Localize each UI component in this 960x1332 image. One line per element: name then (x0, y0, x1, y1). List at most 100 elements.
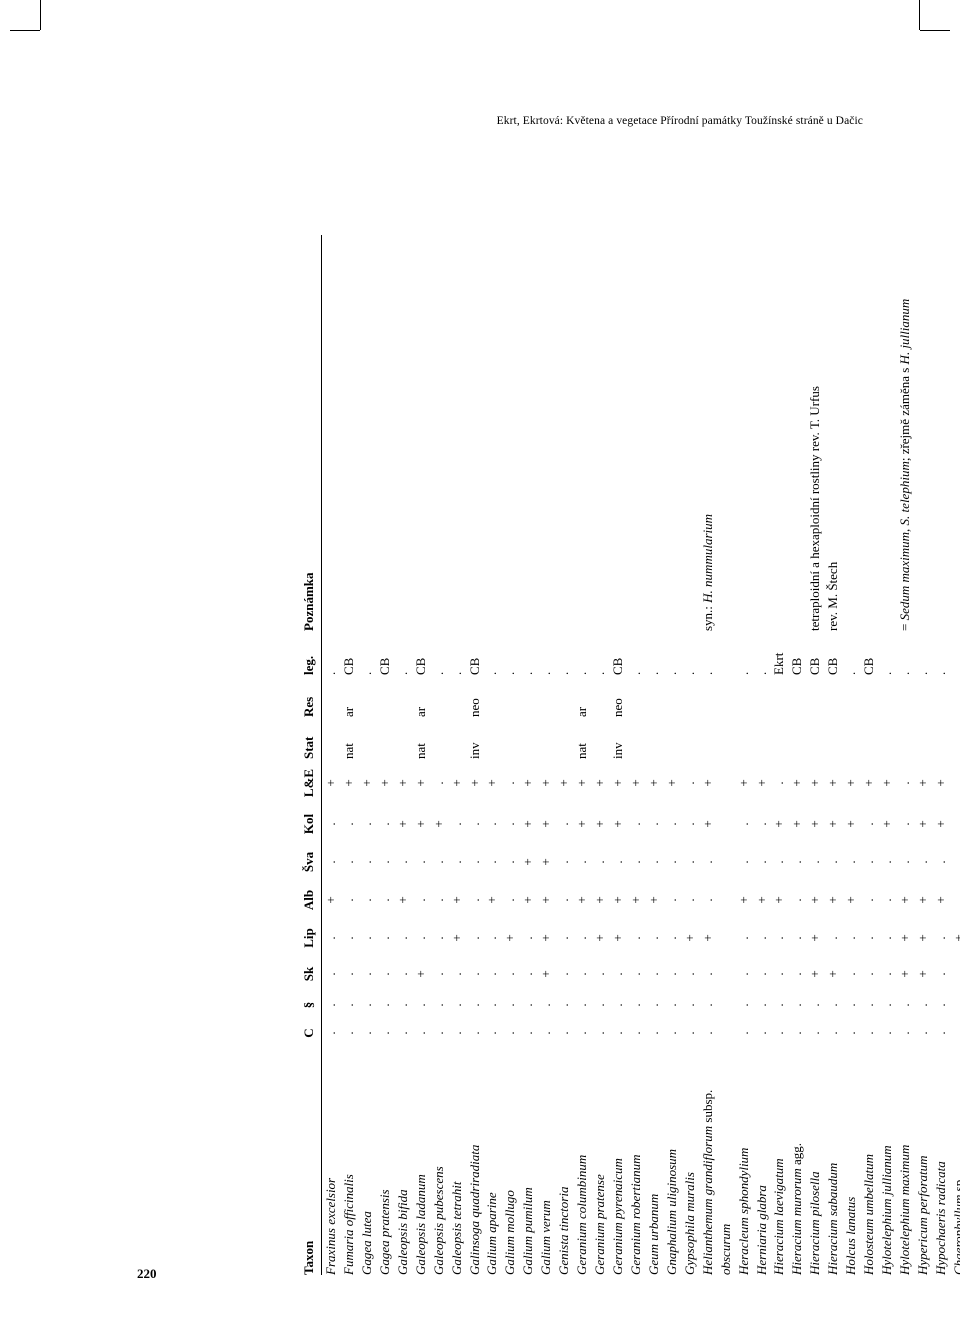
leg-cell: CB (609, 631, 627, 675)
leg-cell: CB (376, 631, 394, 675)
alb-cell: + (573, 879, 591, 917)
table-row: Geranium robertianum....+..+. (627, 235, 645, 1275)
sva-cell: . (896, 841, 914, 879)
kol-cell: . (753, 803, 771, 841)
taxon-cell: Galinsoga quadriradiata (466, 1045, 484, 1275)
sk-cell: + (914, 955, 932, 989)
res-cell (788, 675, 806, 717)
sva-cell: . (394, 841, 412, 879)
sk-cell: . (878, 955, 896, 989)
sec-cell: . (627, 989, 645, 1017)
stat-cell: inv (466, 717, 484, 759)
leg-cell: . (753, 631, 771, 675)
le-cell: + (842, 759, 860, 803)
res-cell (483, 675, 501, 717)
sva-cell: . (573, 841, 591, 879)
kol-cell: + (914, 803, 932, 841)
sk-cell: . (860, 955, 878, 989)
lip-cell: . (376, 917, 394, 955)
taxon-cell: Galeopsis tetrahit (448, 1045, 466, 1275)
le-cell: + (322, 759, 340, 803)
kol-cell: . (663, 803, 681, 841)
table-row: Fumaria officinalis.......+natarCB (340, 235, 358, 1275)
c-cell: . (681, 1017, 699, 1045)
leg-cell: . (950, 631, 960, 675)
alb-cell: + (537, 879, 555, 917)
sec-cell: . (483, 989, 501, 1017)
stat-cell (322, 717, 340, 759)
sva-cell: . (430, 841, 448, 879)
res-cell (555, 675, 573, 717)
alb-cell: . (501, 879, 519, 917)
lip-cell: . (753, 917, 771, 955)
sva-cell: . (645, 841, 663, 879)
kol-cell: + (842, 803, 860, 841)
leg-cell: . (699, 631, 735, 675)
stat-cell (788, 717, 806, 759)
sva-cell: . (663, 841, 681, 879)
c-cell: . (950, 1017, 960, 1045)
sva-cell: . (483, 841, 501, 879)
leg-cell: CB (412, 631, 430, 675)
kol-cell: . (681, 803, 699, 841)
c-cell: . (842, 1017, 860, 1045)
le-cell: + (735, 759, 753, 803)
sva-cell: . (770, 841, 788, 879)
le-cell: + (591, 759, 609, 803)
page-number: 220 (137, 1266, 157, 1282)
taxon-cell: Galium verum (537, 1045, 555, 1275)
taxon-cell: Geranium pyrenaicum (609, 1045, 627, 1275)
lip-cell: . (340, 917, 358, 955)
le-cell: + (537, 759, 555, 803)
c-cell: . (555, 1017, 573, 1045)
taxa-table: Taxon C § Sk Lip Alb Šva Kol L&E Stat Re… (297, 235, 960, 1275)
poznamka-cell (501, 235, 519, 631)
le-cell: + (645, 759, 663, 803)
taxon-cell: Holosteum umbellatum (860, 1045, 878, 1275)
sk-cell: + (806, 955, 824, 989)
sva-cell: . (699, 841, 735, 879)
table-row: Helianthemum grandiflorum subsp. obscuru… (699, 235, 735, 1275)
le-cell: + (394, 759, 412, 803)
sec-cell: . (914, 989, 932, 1017)
sec-cell: . (896, 989, 914, 1017)
lip-cell: + (699, 917, 735, 955)
poznamka-cell (376, 235, 394, 631)
sec-cell: . (824, 989, 842, 1017)
res-cell (932, 675, 950, 717)
lip-cell: . (519, 917, 537, 955)
taxon-cell: Hypericum perforatum (914, 1045, 932, 1275)
taxon-cell: Holcus lanatus (842, 1045, 860, 1275)
kol-cell: . (322, 803, 340, 841)
alb-cell: + (394, 879, 412, 917)
c-cell: . (376, 1017, 394, 1045)
taxon-cell: Hieracium laevigatum (770, 1045, 788, 1275)
table-row: Gypsophila muralis...+..... (681, 235, 699, 1275)
sec-cell: . (932, 989, 950, 1017)
stat-cell (806, 717, 824, 759)
lip-cell: . (466, 917, 484, 955)
leg-cell: CB (824, 631, 842, 675)
sva-cell: . (806, 841, 824, 879)
sva-cell: . (914, 841, 932, 879)
col-sva: Šva (297, 841, 322, 879)
taxon-cell: Galeopsis ladanum (412, 1045, 430, 1275)
lip-cell: + (501, 917, 519, 955)
taxon-cell: Genista tinctoria (555, 1045, 573, 1275)
poznamka-cell (932, 235, 950, 631)
poznamka-cell (681, 235, 699, 631)
kol-cell: + (806, 803, 824, 841)
leg-cell: CB (860, 631, 878, 675)
le-cell: + (573, 759, 591, 803)
col-lip: Lip (297, 917, 322, 955)
sk-cell: . (770, 955, 788, 989)
res-cell (519, 675, 537, 717)
le-cell: + (663, 759, 681, 803)
table-row: Herniaria glabra....+..+. (753, 235, 771, 1275)
sec-cell: . (322, 989, 340, 1017)
kol-cell: + (573, 803, 591, 841)
table-row: Hieracium murorum agg.......++CB (788, 235, 806, 1275)
kol-cell: + (770, 803, 788, 841)
res-cell (681, 675, 699, 717)
taxon-cell: Chaerophyllum sp. (950, 1045, 960, 1275)
